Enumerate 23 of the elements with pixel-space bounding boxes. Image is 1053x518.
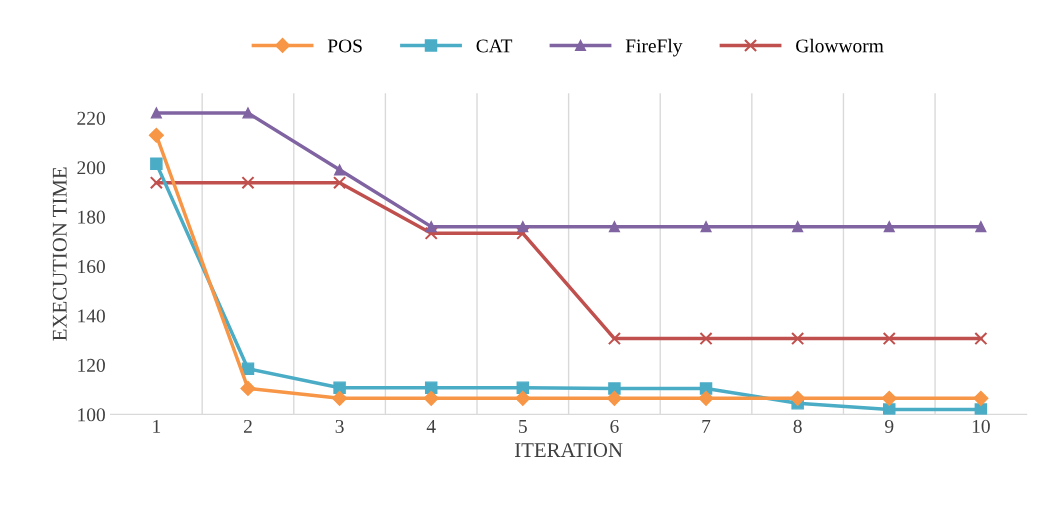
x-tick-label: 2 bbox=[243, 419, 252, 433]
x-axis-title: ITERATION bbox=[514, 443, 623, 458]
y-tick-label: 120 bbox=[78, 358, 105, 372]
y-tick-label: 220 bbox=[77, 111, 105, 125]
y-tick-label: 160 bbox=[78, 259, 105, 274]
x-tick-label: 1 bbox=[153, 419, 161, 433]
y-axis-title: EXECUTION TIME bbox=[52, 167, 67, 341]
x-tick-label: 9 bbox=[885, 419, 894, 433]
y-tick-label: 140 bbox=[78, 309, 105, 323]
x-tick-label: 6 bbox=[610, 419, 619, 433]
x-tick-label: 10 bbox=[972, 419, 990, 433]
x-tick-label: 5 bbox=[519, 420, 527, 433]
x-tick-label: 7 bbox=[702, 420, 711, 433]
legend-label: CAT bbox=[476, 39, 513, 53]
x-tick-label: 3 bbox=[335, 419, 344, 433]
legend-label: Glowworm bbox=[796, 38, 884, 53]
y-tick-label: 200 bbox=[77, 161, 105, 175]
x-tick-label: 4 bbox=[426, 419, 436, 433]
legend-label: POS bbox=[327, 39, 362, 53]
legend-label: FireFly bbox=[625, 38, 683, 57]
y-tick-label: 100 bbox=[78, 408, 105, 422]
x-tick-label: 8 bbox=[793, 419, 802, 433]
y-tick-label: 180 bbox=[78, 210, 105, 224]
